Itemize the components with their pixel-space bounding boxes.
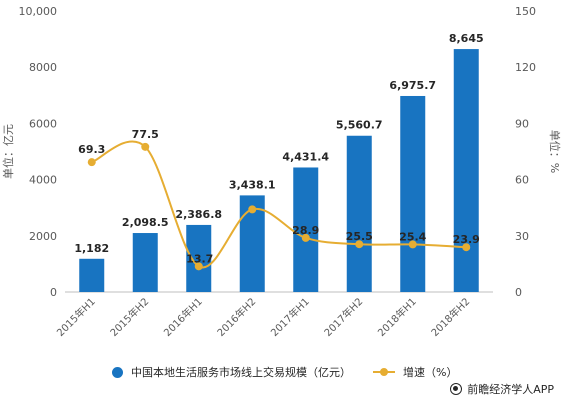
y-left-tick-label: 4000 [29,174,57,187]
x-tick-label: 2015年H2 [107,295,151,339]
bar-value-label: 3,438.1 [229,178,276,191]
bar-value-label: 2,098.5 [122,216,169,229]
y-right-tick-label: 90 [515,117,529,130]
bar [400,95,426,293]
bar-value-label: 5,560.7 [336,119,383,132]
growth-point [248,205,257,214]
data-labels: 1,182 2,098.5 2,386.8 3,438.1 4,431.4 5,560.7… [74,32,483,265]
legend: 中国本地生活服务市场线上交易规模（亿元） 增速（%） [112,364,479,380]
y-right-tick-label: 120 [515,61,536,74]
bar-value-label: 4,431.4 [282,150,329,163]
brand-icon [450,383,463,395]
y-left-axis-title: 单位：亿元 [1,124,15,179]
y-right-tick-label: 0 [515,286,522,299]
growth-value-label: 25.5 [346,230,373,243]
y-right-tick-label: 30 [515,230,529,243]
growth-line [87,140,471,271]
growth-point [87,158,96,167]
y-right-axis-title: 单位：% [548,130,562,173]
y-left-tick-label: 10,000 [19,5,58,18]
legend-line-label: 增速（%） [403,366,458,379]
bar [293,167,319,292]
x-tick-label: 2016年H2 [214,295,258,339]
x-tick-label: 2015年H1 [54,295,98,339]
y-left-tick-label: 2000 [29,230,57,243]
source-credit: 前瞻经济学人APP [450,381,554,397]
growth-point [355,240,364,249]
legend-item-line[interactable]: 增速（%） [373,364,457,380]
y-left-tick-label: 0 [50,286,57,299]
y-right-tick-label: 150 [515,5,536,18]
bar [79,258,105,292]
growth-value-label: 23.9 [453,233,480,246]
x-tick-label: 2018年H2 [428,295,472,339]
x-tick-label: 2017年H2 [321,295,365,339]
growth-value-label: 77.5 [132,128,159,141]
y-right-tick-label: 60 [515,174,529,187]
bar-value-label: 1,182 [74,242,109,255]
bars [79,49,479,293]
bar [346,135,372,292]
legend-bar-label: 中国本地生活服务市场线上交易规模（亿元） [131,366,351,379]
x-tick-label: 2018年H1 [375,295,419,339]
growth-value-label: 25.4 [399,230,426,243]
x-tick-label: 2016年H1 [161,295,205,339]
legend-line-swatch [373,368,395,376]
bar [186,224,212,292]
bar-value-label: 2,386.8 [175,208,222,221]
y-left-tick-label: 6000 [29,117,57,130]
growth-point [408,240,417,249]
bar-value-label: 8,645 [449,32,484,45]
growth-point [462,243,471,252]
legend-item-bar[interactable]: 中国本地生活服务市场线上交易规模（亿元） [112,364,351,380]
growth-point [194,262,203,271]
y-left-tick-label: 8000 [29,61,57,74]
growth-value-label: 13.7 [186,252,213,265]
x-tick-label: 2017年H1 [268,295,312,339]
growth-value-label: 28.9 [292,224,319,237]
bar [132,233,158,292]
legend-bar-swatch [112,366,123,378]
growth-point [141,142,150,151]
bar-value-label: 6,975.7 [389,79,436,92]
bar [453,49,479,292]
growth-value-label: 69.3 [78,143,105,156]
credit-text: 前瞻经济学人APP [467,383,554,396]
growth-point [301,233,310,242]
